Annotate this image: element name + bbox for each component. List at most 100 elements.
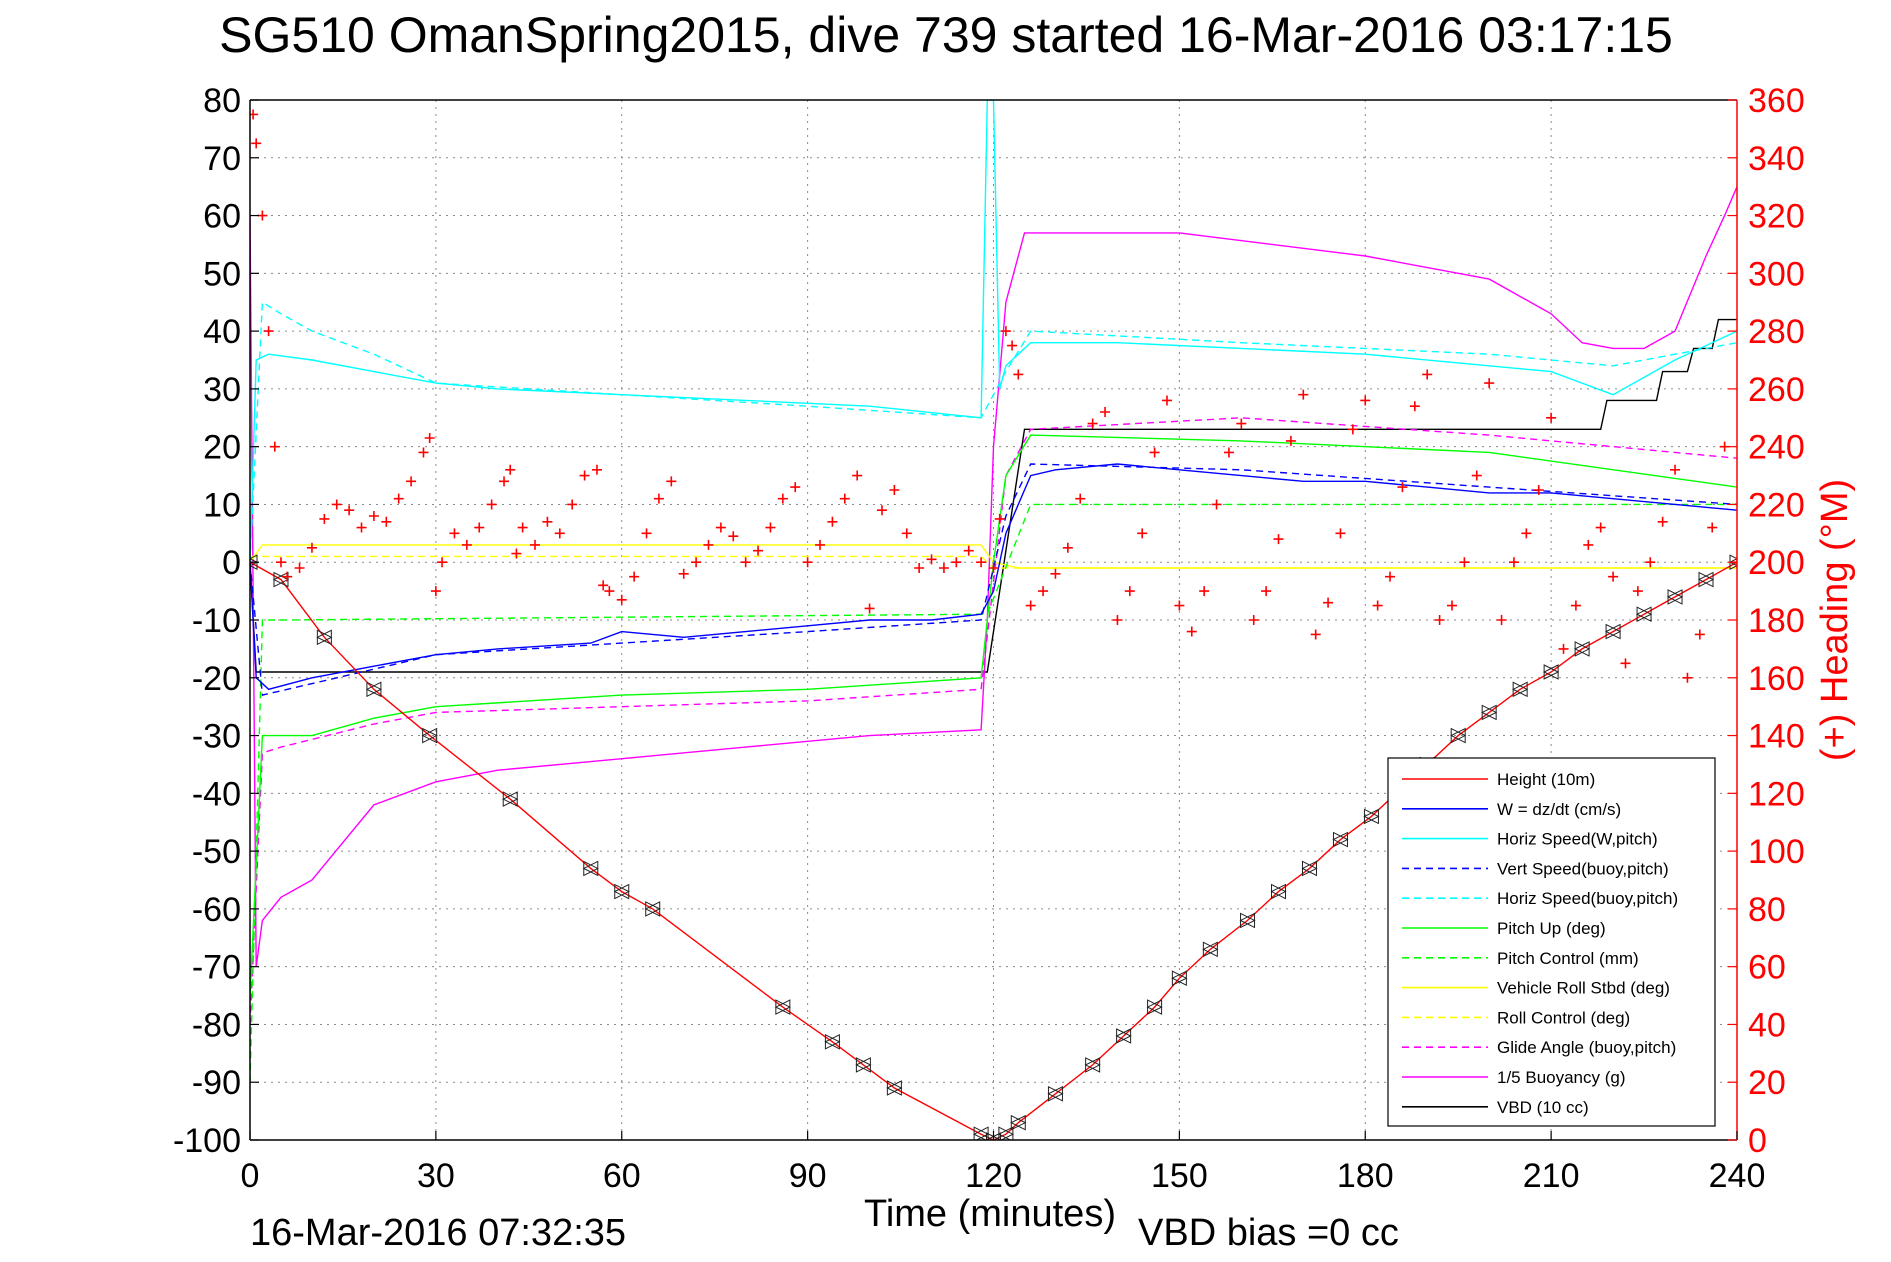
y-tick-label: -40: [192, 775, 241, 813]
heading-marker: [728, 531, 739, 542]
heading-marker: [864, 603, 875, 614]
y2-tick-label: 240: [1748, 429, 1805, 467]
y2-tick-labels: 3603403203002802602402202001801601401201…: [1728, 82, 1805, 1160]
heading-marker: [418, 447, 429, 458]
y2-tick-label: 40: [1748, 1006, 1786, 1044]
heading-marker: [1013, 369, 1024, 380]
series-line-w-dz-dt-cm-s: [250, 463, 1737, 691]
y-tick-label: 70: [203, 140, 241, 178]
vbd-bias-label: VBD bias =0 cc: [1138, 1212, 1399, 1254]
y2-tick-label: 100: [1748, 833, 1805, 871]
y-tick-label: -70: [192, 949, 241, 987]
height-marker: [1512, 681, 1529, 698]
heading-marker: [461, 539, 472, 550]
heading-marker: [1248, 615, 1259, 625]
heading-marker: [381, 516, 392, 527]
heading-marker: [269, 441, 280, 452]
y2-tick-label: 260: [1748, 371, 1805, 409]
heading-marker: [1583, 539, 1594, 550]
heading-marker: [1000, 326, 1011, 337]
height-marker: [1115, 1028, 1132, 1044]
heading-marker: [790, 482, 801, 493]
heading-marker: [889, 485, 900, 495]
y-tick-label: 40: [203, 313, 241, 351]
heading-marker: [1409, 401, 1420, 412]
heading-marker: [437, 557, 448, 568]
heading-marker: [567, 499, 578, 510]
heading-marker: [1100, 407, 1111, 417]
y2-tick-label: 340: [1748, 140, 1805, 178]
legend-label: VBD (10 cc): [1497, 1098, 1589, 1117]
height-marker: [1146, 999, 1163, 1015]
heading-marker: [294, 563, 305, 573]
heading-marker: [1112, 615, 1123, 625]
heading-marker: [1657, 516, 1668, 527]
heading-marker: [275, 557, 286, 568]
x-tick-label: 210: [1523, 1157, 1580, 1195]
heading-marker: [1186, 626, 1197, 637]
heading-marker: [1645, 557, 1656, 568]
heading-marker: [963, 545, 974, 556]
heading-marker: [901, 528, 912, 539]
x-tick-label: 120: [965, 1157, 1022, 1195]
legend-label: Pitch Up (deg): [1497, 919, 1606, 938]
heading-marker: [1149, 447, 1160, 458]
y-tick-label: -80: [192, 1006, 241, 1044]
heading-marker: [1459, 557, 1470, 568]
heading-marker: [424, 433, 435, 443]
heading-marker: [876, 505, 887, 516]
series-line-height-10m: [250, 561, 1737, 1140]
height-marker: [1332, 831, 1349, 848]
legend-label: Pitch Control (mm): [1497, 949, 1639, 968]
heading-marker: [263, 326, 274, 337]
heading-marker: [1471, 470, 1482, 481]
heading-marker: [1050, 568, 1061, 579]
height-marker: [1604, 623, 1622, 640]
y-tick-label: -20: [192, 660, 241, 698]
legend-label: Vehicle Roll Stbd (deg): [1497, 979, 1670, 998]
heading-marker: [653, 493, 664, 504]
heading-marker: [691, 557, 702, 568]
heading-marker: [1038, 586, 1049, 597]
y-tick-label: -100: [173, 1122, 241, 1160]
heading-marker: [1707, 522, 1718, 533]
y2-tick-label: 200: [1748, 544, 1805, 582]
x-tick-label: 180: [1337, 1157, 1394, 1195]
heading-marker: [1385, 571, 1396, 582]
y-tick-label: 60: [203, 198, 241, 236]
heading-marker: [1558, 643, 1569, 654]
heading-marker: [1682, 672, 1693, 683]
heading-marker: [1670, 464, 1681, 475]
y2-tick-label: 60: [1748, 949, 1786, 987]
end-timestamp: 16-Mar-2016 07:32:35: [250, 1212, 626, 1254]
heading-marker: [994, 513, 1005, 524]
legend-label: 1/5 Buoyancy (g): [1497, 1068, 1626, 1087]
heading-marker: [598, 580, 609, 591]
y2-tick-label: 160: [1748, 660, 1805, 698]
heading-marker: [250, 109, 259, 120]
heading-marker: [251, 138, 262, 149]
y-tick-label: 80: [203, 82, 241, 120]
legend-label: Horiz Speed(buoy,pitch): [1497, 889, 1678, 908]
heading-marker: [629, 571, 640, 582]
series-line-vehicle-roll-stbd-deg: [250, 544, 1737, 569]
y-tick-label: 10: [203, 486, 241, 524]
height-marker: [1270, 883, 1287, 900]
y-tick-label: 0: [222, 544, 241, 582]
heading-marker: [1007, 340, 1018, 351]
heading-marker: [579, 470, 590, 481]
heading-marker: [753, 545, 764, 556]
heading-marker: [554, 528, 565, 539]
y-tick-label: -30: [192, 718, 241, 756]
heading-marker: [926, 554, 937, 565]
series-line-1-5-buoyancy-g: [250, 186, 1737, 967]
heading-marker: [406, 476, 417, 487]
height-marker: [774, 999, 791, 1015]
heading-marker: [1174, 600, 1185, 611]
y-tick-label: 30: [203, 371, 241, 409]
heading-marker: [1273, 534, 1284, 545]
x-tick-label: 0: [241, 1157, 260, 1195]
heading-marker: [839, 493, 850, 504]
heading-marker: [1546, 412, 1557, 423]
